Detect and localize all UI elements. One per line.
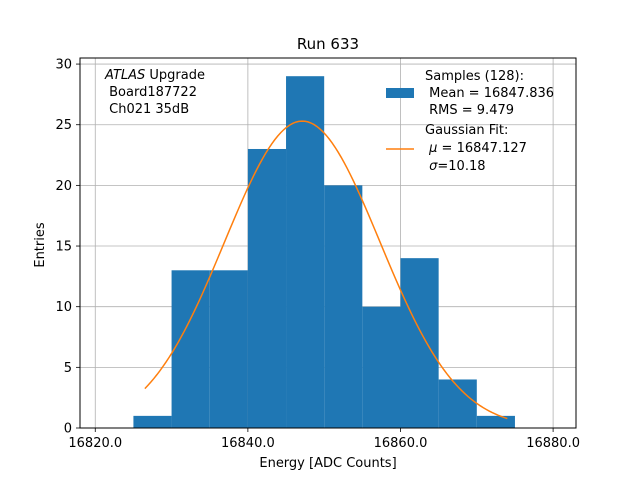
annotation-line-1: ATLAS Upgrade [104, 68, 205, 83]
atlas-annotation: ATLAS Upgrade Board187722 Ch021 35dB [104, 68, 205, 117]
x-tick-label: 16880.0 [526, 436, 580, 451]
histogram-bar [286, 76, 325, 429]
y-axis-label: Entries [33, 222, 48, 268]
y-tick-label: 25 [55, 118, 72, 133]
y-tick-label: 0 [64, 422, 72, 437]
legend-sigma-symbol: σ [429, 159, 438, 174]
y-tick-label: 10 [55, 300, 72, 315]
histogram-bar [247, 148, 287, 428]
legend-samples-mean: Mean = 16847.836 [425, 86, 554, 101]
y-tick-label: 20 [55, 179, 72, 194]
annotation-upgrade: Upgrade [145, 68, 205, 83]
histogram-bar [209, 270, 248, 428]
y-tick-label: 15 [55, 240, 72, 255]
y-tick-label: 5 [64, 361, 72, 376]
legend-mu-value: = 16847.127 [437, 141, 526, 156]
legend-samples-rms: RMS = 9.479 [425, 103, 514, 118]
histogram-bar [400, 258, 439, 428]
legend-samples-swatch [386, 88, 414, 98]
y-tick-label: 30 [55, 58, 72, 73]
x-tick-label: 16860.0 [374, 436, 428, 451]
x-tick-label: 16840.0 [221, 436, 275, 451]
histogram-bar [476, 415, 515, 428]
annotation-atlas: ATLAS [104, 68, 145, 83]
legend-fit-mu: μ = 16847.127 [425, 141, 527, 156]
gaussian-fit-curve [144, 120, 508, 420]
x-tick-label: 16820.0 [68, 436, 122, 451]
x-axis-label: Energy [ADC Counts] [259, 456, 396, 471]
annotation-channel: Ch021 35dB [105, 102, 189, 117]
annotation-board: Board187722 [105, 85, 197, 100]
y-axis-ticks: 0 5 10 15 20 25 30 [55, 58, 80, 437]
legend-fit-sigma: σ=10.18 [425, 159, 486, 174]
histogram-bar [362, 306, 401, 428]
legend-samples-title: Samples (128): [425, 69, 524, 84]
histogram-bar [133, 415, 172, 428]
legend-sigma-value: =10.18 [437, 159, 485, 174]
legend-mu-symbol: μ [428, 141, 437, 156]
axes-frame [79, 57, 577, 429]
legend: Samples (128): Mean = 16847.836 RMS = 9.… [386, 69, 554, 174]
x-axis-ticks: 16820.0 16840.0 16860.0 16880.0 [68, 428, 580, 451]
legend-fit-title: Gaussian Fit: [425, 123, 508, 138]
histogram-bar [171, 270, 210, 428]
histogram-bar [324, 185, 363, 428]
chart-title: Run 633 [297, 35, 359, 53]
